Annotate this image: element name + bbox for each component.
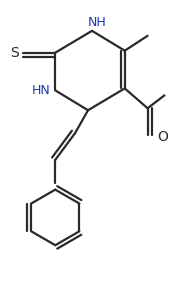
Text: HN: HN: [32, 84, 51, 97]
Text: O: O: [158, 130, 168, 144]
Text: S: S: [10, 46, 19, 60]
Text: NH: NH: [88, 16, 106, 30]
